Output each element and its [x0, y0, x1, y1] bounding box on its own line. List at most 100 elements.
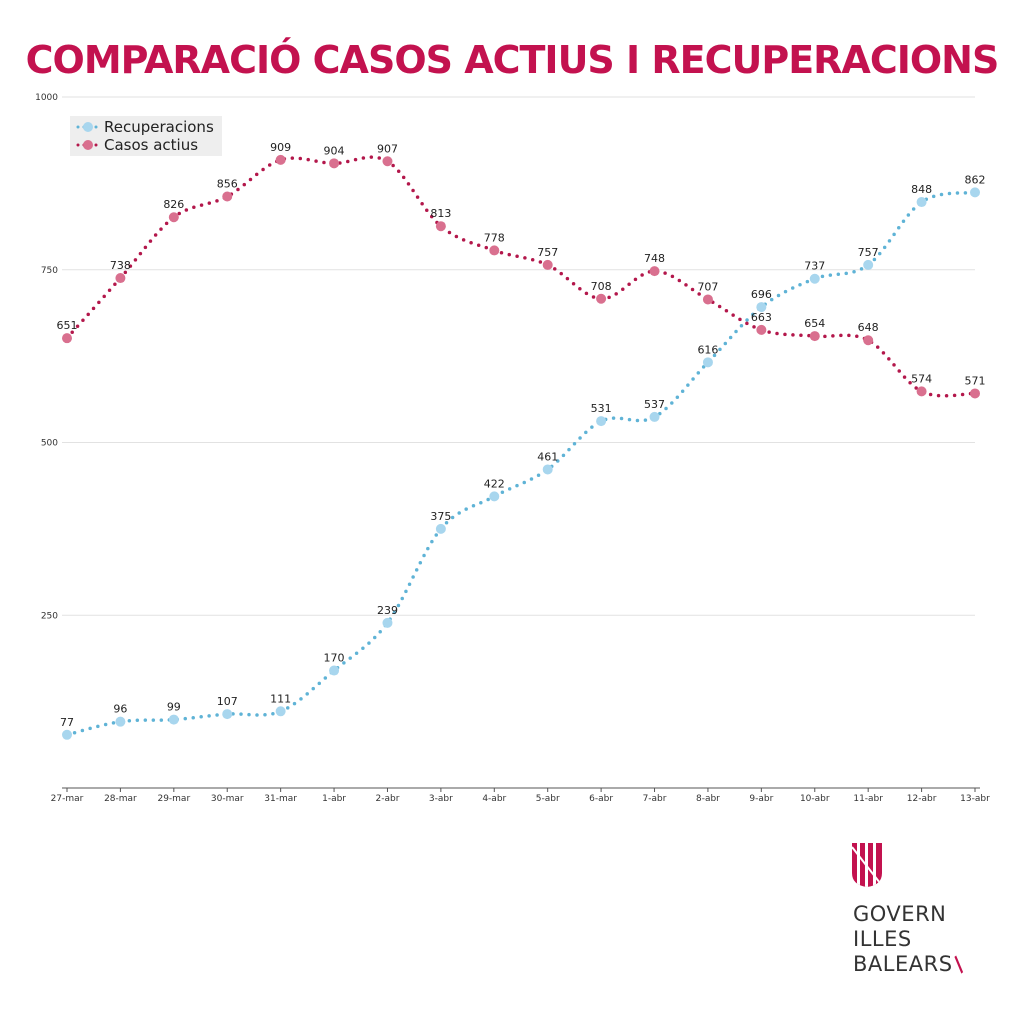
data-point — [970, 187, 980, 198]
data-point — [756, 302, 767, 313]
data-label: 757 — [858, 246, 879, 259]
data-point — [275, 154, 286, 165]
data-label: 907 — [377, 142, 398, 155]
logo-line-text: BALEARS — [853, 952, 953, 976]
data-label: 531 — [591, 402, 612, 415]
x-tick-label: 27-mar — [51, 794, 84, 804]
data-label: 708 — [591, 280, 612, 293]
data-label: 170 — [324, 652, 345, 665]
data-point — [382, 156, 393, 167]
x-tick-label: 4-abr — [482, 794, 506, 804]
data-point — [329, 665, 340, 676]
data-label: 96 — [113, 703, 127, 716]
legend-label: Recuperacions — [104, 118, 214, 136]
x-tick-label: 2-abr — [376, 794, 400, 804]
x-tick-label: 7-abr — [643, 794, 667, 804]
series-line-casos-actius — [65, 155, 977, 398]
data-label: 737 — [804, 260, 825, 273]
data-label: 778 — [484, 231, 505, 244]
data-point — [115, 716, 126, 727]
data-point — [275, 706, 286, 717]
data-label: 111 — [270, 692, 291, 705]
data-label: 813 — [430, 207, 451, 220]
data-point — [863, 259, 874, 270]
x-tick-label: 8-abr — [696, 794, 720, 804]
govern-logo-text: GOVERN ILLES BALEARS/ — [853, 902, 969, 977]
x-tick-label: 3-abr — [429, 794, 453, 804]
logo-line: BALEARS/ — [853, 952, 969, 977]
data-label: 848 — [911, 183, 932, 196]
data-point — [756, 324, 767, 335]
data-point — [62, 729, 72, 740]
data-point — [435, 221, 446, 232]
data-label: 696 — [751, 288, 772, 301]
x-tick-label: 6-abr — [589, 794, 613, 804]
data-point — [435, 523, 446, 534]
chart-title: COMPARACIÓ CASOS ACTIUS I RECUPERACIONS — [25, 38, 1000, 82]
data-point — [222, 709, 233, 720]
data-point — [863, 335, 874, 346]
legend-background — [70, 116, 222, 156]
legend-marker — [83, 140, 93, 150]
series-line-recuperacions — [65, 190, 977, 737]
data-label: 574 — [911, 372, 932, 385]
data-point — [916, 197, 927, 208]
data-point — [542, 259, 553, 270]
data-label: 239 — [377, 604, 398, 617]
x-tick-label: 1-abr — [322, 794, 346, 804]
data-point — [702, 357, 713, 368]
data-label: 571 — [965, 374, 986, 387]
x-tick-label: 12-abr — [907, 794, 937, 804]
data-point — [62, 333, 72, 344]
y-tick-label: 1000 — [35, 93, 58, 103]
data-point — [222, 191, 233, 202]
x-tick-label: 28-mar — [104, 794, 137, 804]
data-label: 422 — [484, 477, 505, 490]
data-label: 648 — [858, 321, 879, 334]
legend-marker — [83, 122, 93, 132]
data-label: 654 — [804, 317, 825, 330]
data-label: 107 — [217, 695, 238, 708]
data-label: 826 — [163, 198, 184, 211]
data-point — [596, 416, 607, 427]
data-label: 663 — [751, 311, 772, 324]
logo-line: GOVERN — [853, 902, 947, 926]
x-tick-label: 9-abr — [749, 794, 773, 804]
x-tick-label: 13-abr — [960, 794, 990, 804]
data-label: 77 — [60, 716, 74, 729]
x-tick-label: 29-mar — [157, 794, 190, 804]
data-label: 862 — [965, 173, 986, 186]
y-tick-label: 750 — [41, 266, 58, 276]
shield-icon — [852, 843, 882, 887]
data-point — [809, 273, 820, 284]
data-label: 748 — [644, 252, 665, 265]
data-point — [596, 293, 607, 304]
data-point — [542, 464, 553, 475]
data-label: 99 — [167, 701, 181, 714]
data-label: 738 — [110, 259, 131, 272]
data-point — [970, 388, 980, 399]
y-tick-label: 250 — [41, 611, 58, 621]
data-label: 904 — [324, 144, 345, 157]
data-label: 856 — [217, 178, 238, 191]
data-point — [168, 714, 179, 725]
x-tick-label: 5-abr — [536, 794, 560, 804]
data-label: 537 — [644, 398, 665, 411]
data-point — [916, 386, 927, 397]
legend-label: Casos actius — [104, 136, 198, 154]
data-point — [702, 294, 713, 305]
data-point — [489, 245, 500, 256]
data-point — [809, 331, 820, 342]
data-point — [649, 411, 660, 422]
x-tick-label: 11-abr — [853, 794, 883, 804]
x-tick-label: 10-abr — [800, 794, 830, 804]
data-point — [168, 212, 179, 223]
y-tick-label: 500 — [41, 439, 58, 449]
data-label: 375 — [430, 510, 451, 523]
data-label: 707 — [697, 280, 718, 293]
x-tick-label: 31-mar — [264, 794, 297, 804]
data-point — [382, 617, 393, 628]
data-label: 909 — [270, 141, 291, 154]
